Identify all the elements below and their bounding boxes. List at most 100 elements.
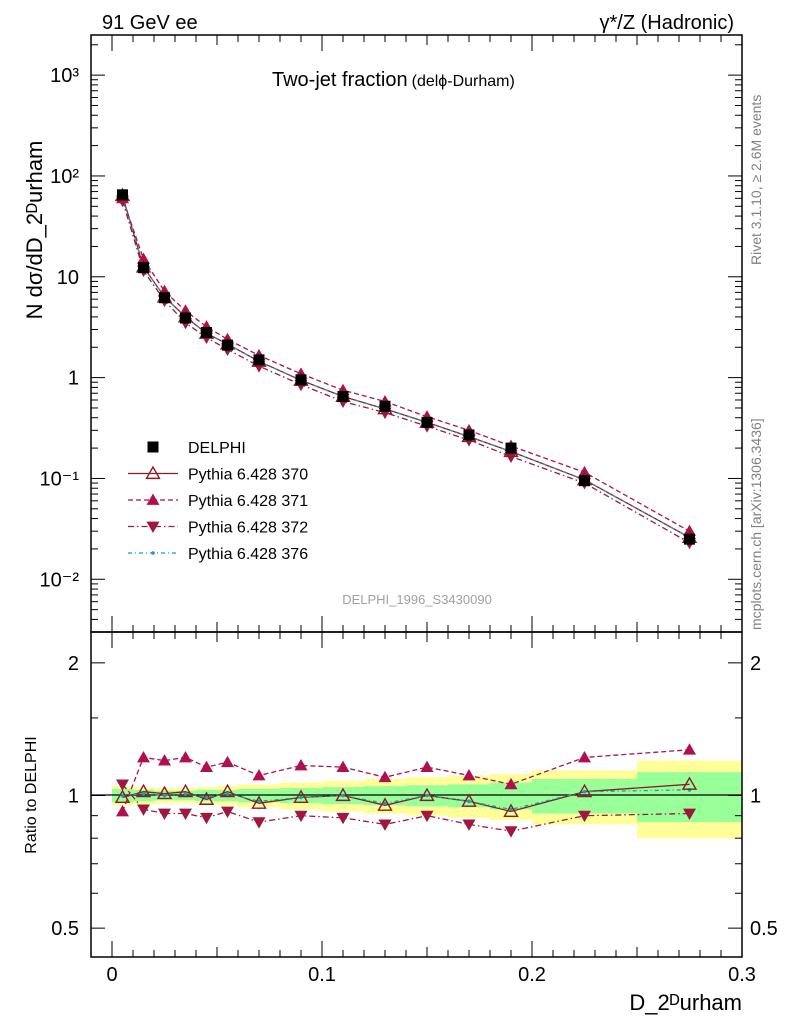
ratio-point-s2-2 [158,808,171,821]
ratio-point-s3-7 [299,795,303,800]
main-point-s0-6 [253,354,265,366]
ratio-point-s0-1 [135,783,152,798]
ratio-point-s3-11 [467,799,471,804]
main-point-s0-10 [421,416,433,428]
legend-marker-sample [145,465,161,480]
header-right-label: γ*/Z (Hadronic) [600,12,734,34]
ratio-y-tick-label-left: 2 [68,653,79,675]
ratio-point-s0-8 [335,787,351,802]
x-tick-label: 0.1 [308,964,336,986]
ratio-point-s1-14 [683,743,696,755]
main-point-s0-14 [684,533,695,545]
ratio-point-s2-6 [252,817,266,829]
legend-label: Pythia 6.428 370 [188,467,308,484]
ratio-point-s2-7 [294,810,308,823]
legend-marker-sample [146,493,160,505]
ratio-point-s1-8 [336,760,350,772]
ratio-point-s1-0 [116,804,129,817]
ratio-y-tick-label-right: 1 [750,785,761,807]
ratio-point-s3-5 [225,791,230,796]
ratio-point-s3-3 [183,791,188,796]
legend-item: Pythia 6.428 371 [128,493,308,510]
main-x-ticks [90,35,743,632]
legend-item: Pythia 6.428 370 [128,465,308,484]
plot-title-main: Two-jet fraction [272,69,408,91]
legend-marker-sample [147,441,159,453]
main-point-s0-8 [337,390,349,402]
main-point-s2-1 [137,252,150,264]
ratio-point-s1-12 [504,777,518,790]
ratio-point-s2-5 [221,806,234,818]
main-series-line-4 [121,195,690,538]
legend-item: DELPHI [147,440,246,457]
ratio-y-tick-label-left: 0.5 [51,918,79,940]
legend-item: Pythia 6.428 376 [128,546,308,563]
ratio-point-s3-4 [204,795,209,800]
main-point-s0-7 [295,374,307,386]
rivet-version-label: Rivet 3.1.10, ≥ 2.6M events [748,95,764,265]
ratio-point-s2-10 [420,810,434,823]
main-point-s2-13 [578,465,591,478]
ratio-point-s0-7 [293,789,309,803]
main-y-tick-label: 10⁻¹ [40,468,80,490]
analysis-label: DELPHI_1996_S3430090 [342,592,492,607]
main-y-axis-label: N dσ/dD_2ᴰurham [22,141,47,320]
ratio-point-s1-2 [158,754,171,766]
ratio-point-s0-11 [461,793,477,807]
plot-title: Two-jet fraction (delϕ-Durham) [272,69,515,91]
header-left-label: 91 GeV ee [102,12,198,34]
main-point-s0-2 [159,292,170,304]
ratio-point-s2-11 [462,819,476,831]
ratio-point-s0-0 [114,789,131,803]
ratio-point-s1-10 [420,760,434,772]
ratio-point-s0-5 [219,783,236,798]
ratio-point-s2-9 [378,819,392,831]
main-point-s0-4 [201,327,212,339]
x-axis-label: D_2ᴰurham [629,990,742,1015]
legend-label: Pythia 6.428 372 [188,520,308,537]
ratio-point-s3-8 [341,793,345,798]
ratio-point-s0-14 [681,776,698,790]
main-point-s0-13 [579,475,590,487]
ratio-x-ticks: 0 0.1 0.2 0.3 [90,632,756,986]
main-y-tick-label: 10³ [50,65,79,87]
ratio-point-s1-7 [294,758,308,771]
main-panel-frame [90,34,743,633]
legend-item: Pythia 6.428 372 [128,520,308,537]
main-series-lines [121,195,690,544]
ratio-point-s0-4 [198,791,215,805]
mcplots-label: mcplots.cern.ch [arXiv:1306.3436] [748,418,764,630]
ratio-point-s3-10 [425,793,429,798]
ratio-point-s3-0 [120,793,125,798]
ratio-point-s1-13 [578,750,591,763]
main-y-ticks: 10⁻² 10⁻¹ 1 10 10² 10³ [40,44,742,633]
ratio-point-s2-13 [578,810,591,823]
x-tick-label: 0.2 [518,964,546,986]
x-tick-label: 0.3 [728,964,756,986]
ratio-point-s1-3 [179,750,192,763]
plot-title-sub: (delϕ-Durham) [412,73,515,90]
ratio-point-s0-9 [377,797,393,811]
legend-marker-sample [146,521,160,533]
ratio-y-axis-label: Ratio to DELPHI [23,736,40,853]
ratio-point-s1-1 [137,750,150,763]
ratio-point-s1-5 [221,755,234,768]
ratio-point-s0-10 [419,787,435,802]
main-point-s3-12 [504,451,518,464]
ratio-point-s2-1 [137,804,150,816]
ratio-point-s3-9 [383,801,387,806]
ratio-y-tick-label-right: 2 [750,653,761,675]
ratio-point-s2-3 [179,808,192,821]
ratio-point-s3-1 [141,791,146,796]
main-point-s0-0 [117,189,128,201]
ratio-point-s0-12 [503,803,519,818]
main-y-tick-label: 10² [50,166,79,188]
main-point-s0-9 [379,400,391,412]
ratio-point-s2-8 [336,812,350,825]
main-point-s0-12 [505,442,517,454]
main-series-markers [114,187,698,550]
main-series-line-1 [121,195,690,538]
ratio-point-s1-11 [462,769,476,781]
ratio-point-s2-4 [200,812,213,825]
